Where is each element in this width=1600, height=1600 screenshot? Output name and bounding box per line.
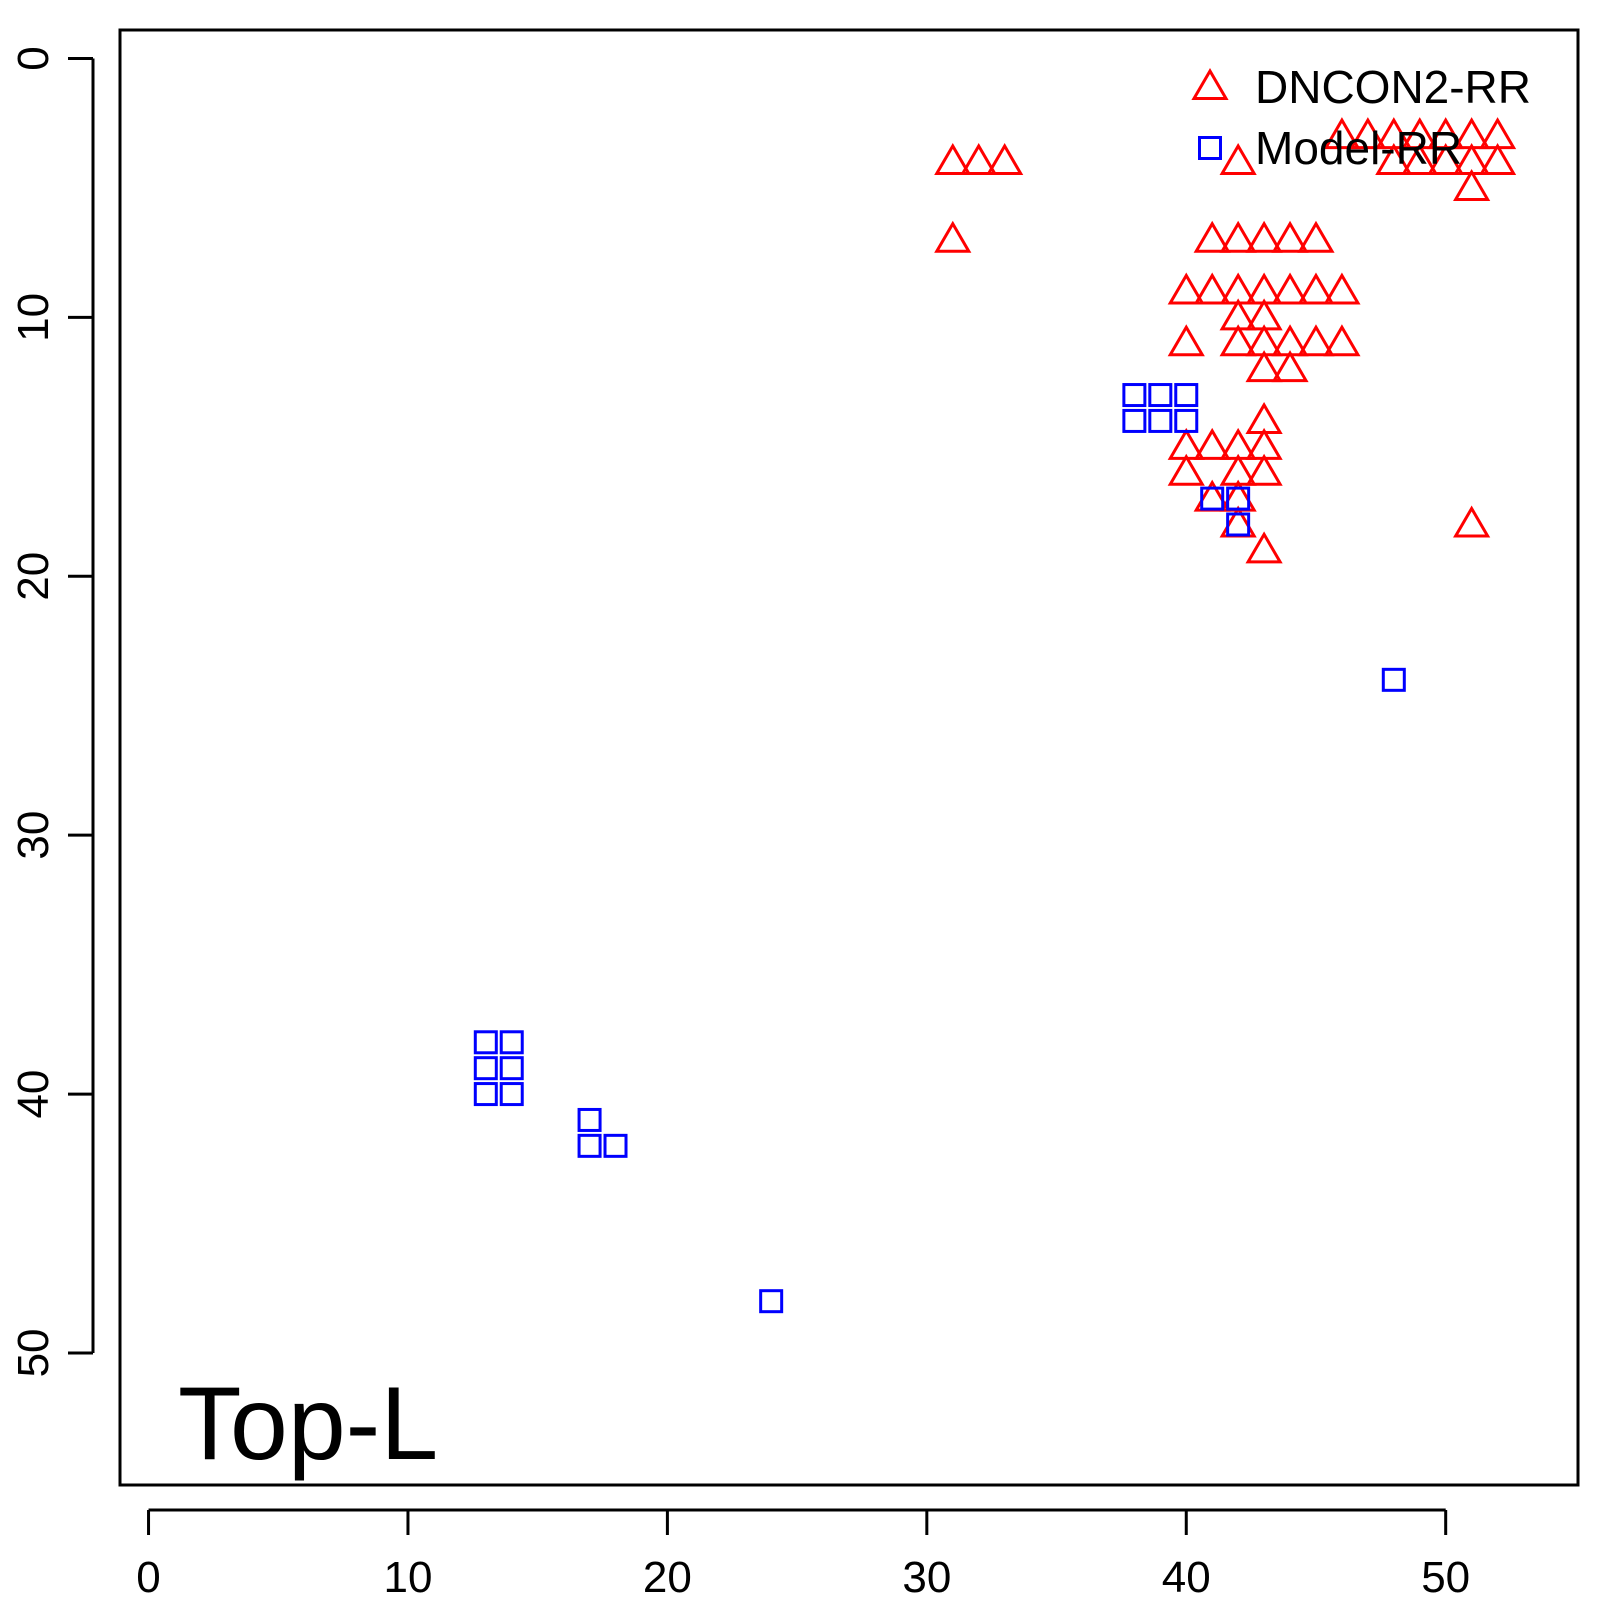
point-triangle — [1167, 272, 1205, 305]
y-tick-label: 50 — [9, 1328, 58, 1377]
point-triangle — [1271, 272, 1309, 305]
x-axis: 0 10 20 30 40 50 — [136, 1508, 1470, 1600]
point-triangle — [1219, 143, 1257, 176]
point-triangle — [1401, 143, 1439, 176]
point-square — [577, 1107, 602, 1132]
point-triangle — [1167, 324, 1205, 357]
point-square — [1226, 512, 1251, 537]
point-triangle — [1245, 220, 1283, 253]
x-tick-label: 40 — [1162, 1553, 1211, 1600]
point-triangle — [1245, 453, 1283, 486]
point-triangle — [960, 143, 998, 176]
point-triangle — [1219, 324, 1257, 357]
plot-frame — [118, 28, 1580, 1487]
y-axis: 0 10 20 30 40 50 — [9, 46, 95, 1377]
point-square — [499, 1056, 524, 1081]
point-square — [759, 1289, 784, 1314]
series-dncon2-rr — [934, 117, 1517, 564]
point-square — [1122, 408, 1147, 433]
point-triangle — [986, 143, 1024, 176]
point-triangle — [1478, 143, 1517, 176]
x-tick-label: 20 — [643, 1553, 692, 1600]
x-tick-label: 10 — [383, 1553, 432, 1600]
point-triangle — [1453, 505, 1491, 538]
point-triangle — [1219, 220, 1257, 253]
point-square — [1226, 486, 1251, 511]
point-triangle — [934, 143, 972, 176]
point-square — [1174, 408, 1199, 433]
point-triangle — [1193, 220, 1231, 253]
y-tick-label: 40 — [9, 1070, 58, 1119]
point-square — [1122, 383, 1147, 408]
panel-annotation: Top-L — [178, 1366, 438, 1482]
point-square — [473, 1056, 498, 1081]
point-triangle — [1323, 272, 1361, 305]
point-triangle — [1245, 531, 1283, 564]
point-square — [473, 1082, 498, 1107]
point-square — [499, 1082, 524, 1107]
point-triangle — [1323, 324, 1361, 357]
series-model-rr — [473, 383, 1406, 1314]
y-tick-label: 30 — [9, 811, 58, 860]
legend: DNCON2-RR Model-RR — [1191, 61, 1531, 174]
point-square — [473, 1030, 498, 1055]
legend-triangle-icon — [1191, 68, 1229, 101]
point-triangle — [1271, 220, 1309, 253]
point-triangle — [1453, 168, 1491, 201]
legend-label: DNCON2-RR — [1255, 61, 1531, 113]
point-triangle — [1193, 272, 1231, 305]
point-square — [1200, 486, 1225, 511]
point-triangle — [1427, 143, 1465, 176]
point-triangle — [1323, 117, 1361, 150]
data-points — [473, 117, 1517, 1314]
point-triangle — [1349, 117, 1387, 150]
point-square — [499, 1030, 524, 1055]
y-tick-label: 20 — [9, 552, 58, 601]
legend-label: Model-RR — [1255, 122, 1462, 174]
point-square — [1148, 383, 1173, 408]
point-square — [577, 1133, 602, 1158]
y-tick-label: 10 — [9, 293, 58, 342]
point-triangle — [1297, 324, 1335, 357]
x-tick-label: 50 — [1421, 1553, 1470, 1600]
point-triangle — [1245, 350, 1283, 383]
point-triangle — [934, 220, 972, 253]
point-triangle — [1297, 220, 1335, 253]
x-tick-label: 0 — [136, 1553, 160, 1600]
point-triangle — [1375, 143, 1413, 176]
y-tick-label: 0 — [9, 46, 58, 70]
point-triangle — [1297, 272, 1335, 305]
point-square — [1381, 667, 1406, 692]
point-triangle — [1167, 453, 1205, 486]
point-square — [603, 1133, 628, 1158]
point-square — [1148, 408, 1173, 433]
point-triangle — [1193, 427, 1231, 460]
point-square — [1174, 383, 1199, 408]
legend-square-icon — [1198, 136, 1222, 160]
x-tick-label: 30 — [902, 1553, 951, 1600]
point-triangle — [1271, 350, 1309, 383]
